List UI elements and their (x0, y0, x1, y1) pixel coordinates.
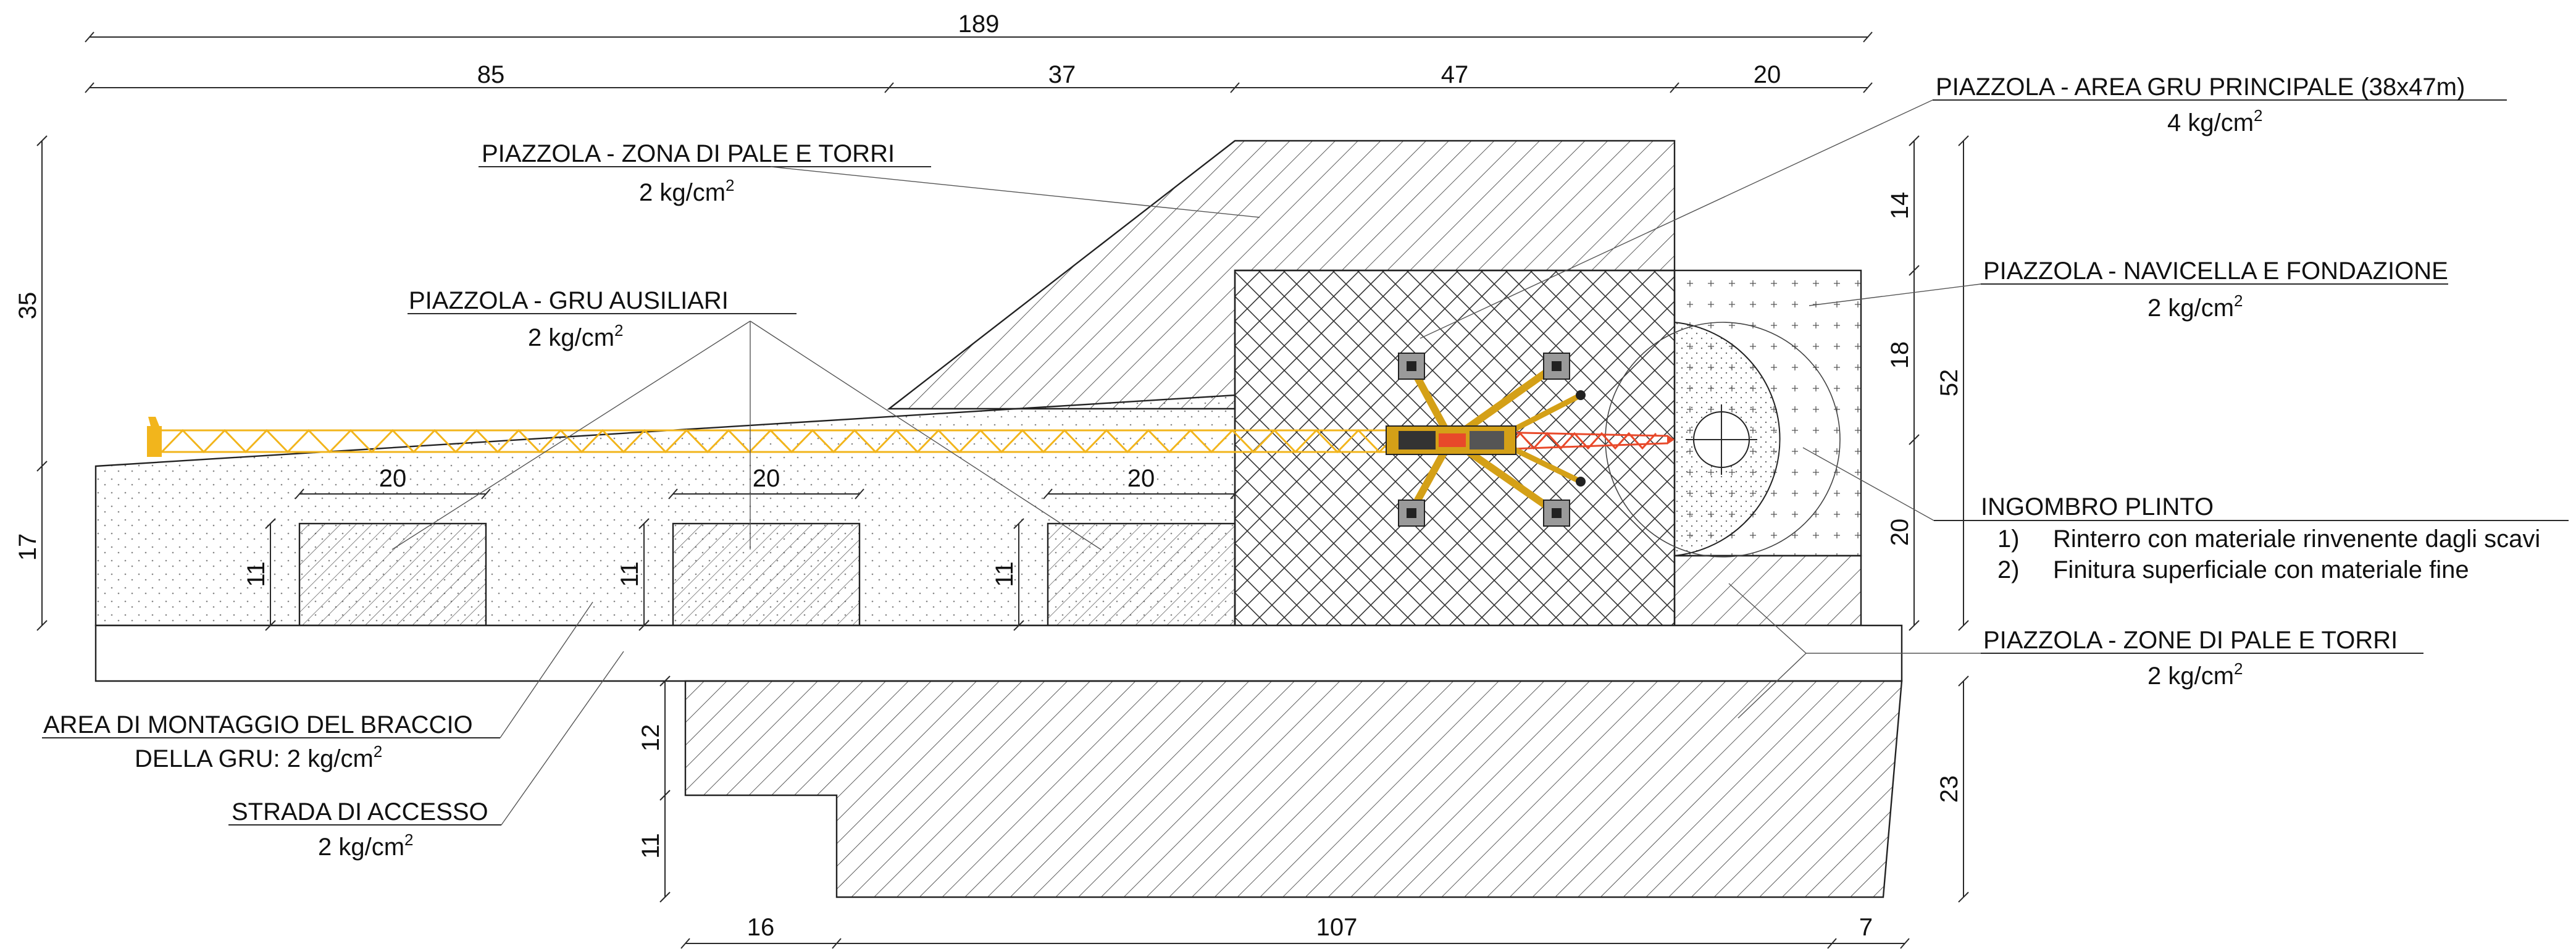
crane-counter-jib (1494, 431, 1675, 451)
aux-crane-pad-3 (1047, 522, 1236, 627)
dim-pad-11-c: 11 (991, 561, 1018, 587)
label-ingombro-plinto: INGOMBRO PLINTO (1981, 493, 2214, 520)
dim-total-width: 189 (958, 10, 1000, 38)
plinto-item-2-num: 2) (1997, 556, 2020, 583)
load-navicella-fondazione: 2 kg/cm2 (2147, 291, 2243, 322)
label-area-montaggio-1: AREA DI MONTAGGIO DEL BRACCIO (43, 711, 473, 738)
dim-seg-47: 47 (1441, 61, 1469, 88)
load-zona-pale-torri: 2 kg/cm2 (639, 176, 735, 206)
dim-right-18: 18 (1886, 341, 1913, 369)
dimension-lines (36, 31, 1969, 949)
outrigger-pads (1398, 353, 1586, 527)
label-zone-pale-torri: PIAZZOLA - ZONE DI PALE E TORRI (1983, 627, 2398, 654)
dim-bottom-7: 7 (1859, 914, 1873, 941)
plinto-item-2-text: Finitura superficiale con materiale fine (2053, 556, 2469, 583)
crane-boom (147, 417, 1402, 457)
aux-crane-pad-1 (298, 522, 487, 627)
dim-seg-20-top: 20 (1754, 61, 1781, 88)
dim-right-14: 14 (1886, 192, 1913, 220)
dim-right-20: 20 (1886, 519, 1913, 546)
dim-pad-11-a: 11 (243, 561, 270, 587)
dim-road-11: 11 (637, 833, 664, 859)
plinto-item-1-text: Rinterro con materiale rinvenente dagli … (2053, 525, 2540, 553)
dim-bottom-107: 107 (1316, 914, 1358, 941)
nacelle-lower-hatch (1673, 554, 1862, 627)
crane-body (1386, 425, 1516, 455)
label-strada-accesso: STRADA DI ACCESSO (232, 798, 488, 826)
blades-towers-zone-bottom (684, 680, 1903, 898)
load-gru-ausiliari: 2 kg/cm2 (528, 321, 624, 351)
dim-left-17: 17 (14, 533, 41, 561)
access-road (94, 624, 1903, 682)
crane (147, 353, 1675, 527)
dim-right-52: 52 (1936, 369, 1963, 397)
dim-bottom-16: 16 (747, 914, 775, 941)
dim-seg-85: 85 (477, 61, 505, 88)
dim-road-12: 12 (637, 724, 664, 752)
label-navicella-fondazione: PIAZZOLA - NAVICELLA E FONDAZIONE (1983, 257, 2448, 285)
load-zone-pale-torri: 2 kg/cm2 (2147, 659, 2243, 690)
plinth-footprint-outline (1605, 322, 1841, 558)
dim-pad-20-a: 20 (379, 465, 407, 492)
dim-pad-11-b: 11 (616, 561, 643, 587)
dim-pad-20-c: 20 (1127, 465, 1155, 492)
label-zona-pale-torri: PIAZZOLA - ZONA DI PALE E TORRI (482, 140, 895, 167)
load-area-gru-principale: 4 kg/cm2 (2167, 106, 2263, 136)
dim-seg-37: 37 (1048, 61, 1076, 88)
label-area-gru-principale: PIAZZOLA - AREA GRU PRINCIPALE (38x47m) (1936, 73, 2465, 101)
leader-lines (42, 99, 2569, 826)
load-strada-accesso: 2 kg/cm2 (318, 830, 414, 861)
plinto-item-1-num: 1) (1997, 525, 2020, 553)
aux-crane-pad-2 (672, 522, 861, 627)
dim-left-35: 35 (14, 292, 41, 320)
dim-right-23: 23 (1936, 776, 1963, 803)
dim-pad-20-b: 20 (753, 465, 780, 492)
label-gru-ausiliari: PIAZZOLA - GRU AUSILIARI (409, 287, 729, 314)
label-area-montaggio-2: DELLA GRU: 2 kg/cm2 (135, 742, 382, 772)
